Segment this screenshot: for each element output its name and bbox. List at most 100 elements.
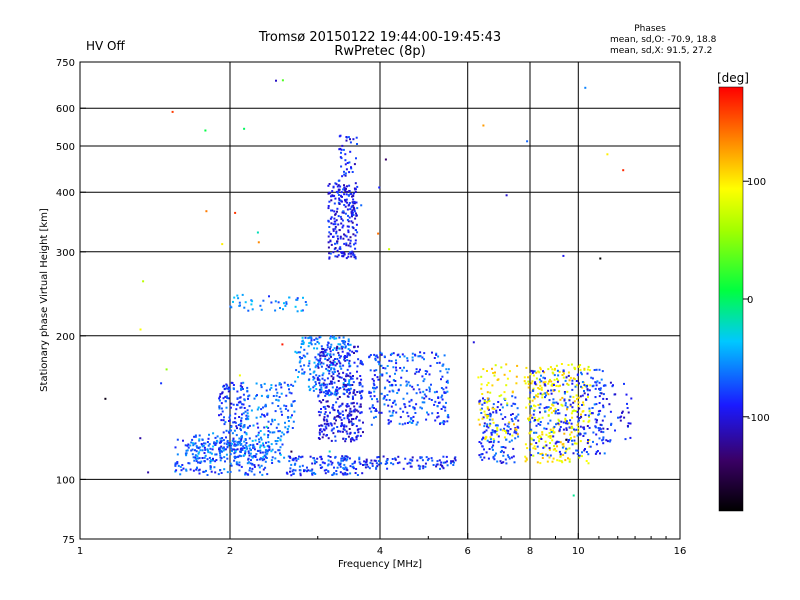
data-point [353,163,356,166]
data-point [581,381,584,383]
data-point [441,421,444,424]
data-point [594,396,597,398]
data-point [319,466,322,469]
data-point [533,397,536,400]
data-point [565,420,568,423]
data-point [342,336,345,339]
data-point [602,397,605,400]
data-point [525,406,528,409]
colorbar-label: [deg] [717,71,749,85]
data-point [357,431,360,434]
data-point [598,381,601,384]
data-point [236,403,238,406]
data-point [247,426,250,429]
data-point [443,420,446,423]
data-point [392,379,395,382]
data-point [198,461,201,464]
data-point [423,393,426,396]
data-point [343,357,346,359]
data-point [586,372,589,375]
data-point [356,434,359,437]
data-point [500,413,503,416]
data-point [345,136,348,138]
data-point [549,428,552,431]
data-point [583,367,586,370]
data-point [330,368,332,371]
data-point [337,343,340,346]
data-point [558,412,561,415]
data-point [404,422,407,425]
data-point [601,439,604,442]
data-point [203,446,206,449]
data-point [571,410,574,413]
data-point [596,450,599,452]
data-point [512,455,515,458]
data-point [339,185,342,188]
data-point [322,354,325,357]
data-point [483,401,486,404]
data-point [427,413,430,416]
data-point [411,456,414,459]
data-point [271,448,274,451]
y-tick-label: 600 [56,104,75,115]
data-point [350,220,353,223]
data-point [350,211,353,214]
data-point [304,355,307,358]
data-point [342,346,345,348]
data-point [486,416,489,419]
data-point [290,403,293,406]
data-point [325,367,328,370]
data-point [416,421,419,424]
data-point [356,231,359,234]
data-point [348,389,351,392]
data-point [614,393,617,396]
data-point [532,454,535,457]
data-point [306,352,309,355]
data-point [531,399,534,402]
data-point [290,392,293,395]
data-point [301,464,304,467]
data-point [501,417,504,420]
data-point [242,388,244,390]
data-point [247,473,250,476]
data-point [233,440,235,443]
data-point [351,418,353,421]
data-point [348,362,350,365]
data-point [312,371,315,374]
data-point [605,439,608,442]
data-point [329,346,332,348]
data-point [235,425,238,428]
data-point [395,362,398,365]
data-point [278,382,281,385]
data-point [281,413,283,416]
data-point [534,381,537,384]
data-point [540,438,543,440]
data-point [541,454,544,457]
data-point [189,468,192,471]
data-point [355,415,358,418]
data-point [341,219,344,222]
data-point [338,336,341,339]
data-point [251,463,254,466]
data-point [412,388,415,391]
data-point [340,194,342,197]
data-point [242,393,245,396]
data-point [351,377,354,380]
data-point [414,412,417,414]
data-point [583,392,586,395]
data-point [299,469,302,472]
data-point [507,456,510,458]
data-point [563,372,565,375]
data-point [285,302,288,305]
data-point [243,424,246,426]
data-point [334,435,337,438]
data-point [299,357,302,360]
data-point [350,255,353,258]
data-point [546,454,549,457]
data-point [391,383,393,386]
data-point [571,388,574,391]
data-point [373,374,376,377]
data-point [406,359,409,362]
data-point [226,457,229,460]
data-point [332,185,335,188]
